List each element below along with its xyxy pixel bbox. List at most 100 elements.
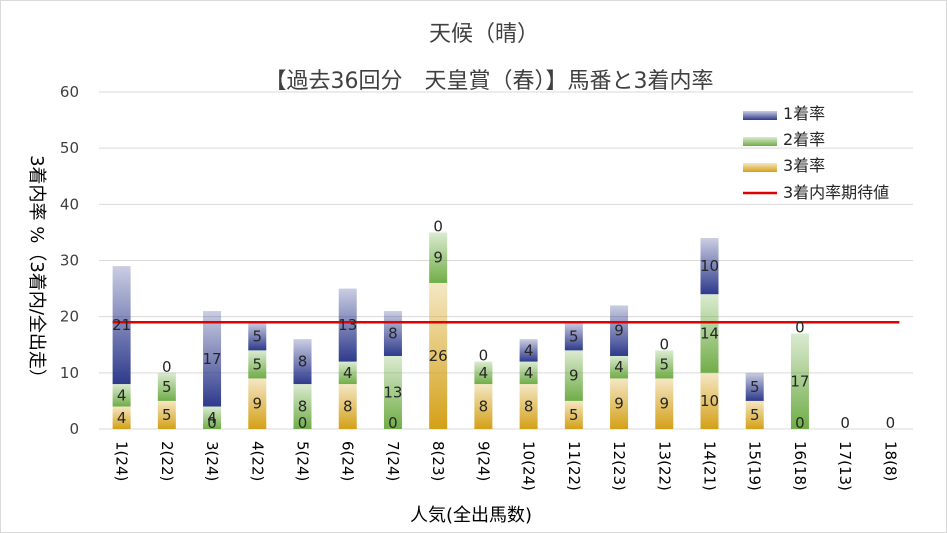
bar-segment [564, 322, 583, 351]
data-label: 5 [253, 355, 263, 373]
bar-segment [519, 361, 538, 385]
bar-segment [655, 378, 674, 429]
data-label: 9 [614, 322, 624, 340]
y-tick-label: 20 [60, 308, 79, 326]
bar-segment [700, 294, 719, 373]
bar-segment [203, 406, 222, 429]
data-label: 0 [795, 414, 805, 432]
data-label: 0 [388, 414, 398, 432]
data-label: 8 [298, 398, 308, 416]
x-tick-label: 3(24) [203, 441, 221, 481]
bar-segment [338, 288, 357, 362]
x-tick-label: 12(23) [610, 441, 628, 491]
data-label: 13 [338, 316, 357, 334]
data-label: 4 [479, 364, 489, 382]
data-labels: 4421550041795508884130138269084084459594… [112, 217, 895, 432]
bar-segment [338, 361, 357, 385]
x-tick-label: 6(24) [339, 441, 357, 481]
x-tick-label: 10(24) [520, 441, 538, 491]
x-tick-label: 16(18) [791, 441, 809, 491]
data-label: 13 [383, 383, 402, 401]
data-label: 0 [479, 347, 489, 365]
data-label: 9 [433, 249, 443, 267]
bar-segment [745, 400, 764, 429]
bar-segment [655, 350, 674, 379]
data-label: 4 [524, 364, 534, 382]
y-tick-label: 10 [60, 364, 79, 382]
bar-segment [157, 400, 176, 429]
data-label: 10 [700, 392, 719, 410]
data-label: 4 [524, 341, 534, 359]
data-label: 9 [660, 395, 670, 413]
bar-segment [429, 232, 448, 283]
data-label: 0 [207, 414, 217, 432]
bar-segment [519, 384, 538, 429]
bar-segment [790, 333, 809, 429]
x-tick-label: 13(22) [655, 441, 673, 491]
x-tick-label: 2(22) [158, 441, 176, 481]
x-tick-label: 4(22) [248, 441, 266, 481]
bar-segment [383, 355, 402, 429]
bars [112, 232, 809, 429]
data-label: 5 [660, 355, 670, 373]
y-tick-label: 50 [60, 139, 79, 157]
data-label: 21 [112, 316, 131, 334]
data-label: 4 [117, 386, 127, 404]
data-label: 17 [790, 372, 809, 390]
x-tick-label: 1(24) [113, 441, 131, 481]
data-label: 5 [253, 327, 263, 345]
data-label: 26 [429, 347, 448, 365]
x-tick-label: 17(13) [836, 441, 854, 491]
data-label: 0 [795, 319, 805, 337]
legend-label: 2着率 [783, 130, 825, 149]
data-label: 8 [388, 325, 398, 343]
x-tick-label: 15(19) [746, 441, 764, 491]
data-label: 17 [203, 350, 222, 368]
y-axis-ticks: 0 10 20 30 40 50 60 [60, 83, 79, 438]
data-label: 5 [162, 378, 172, 396]
x-tick-label: 18(8) [881, 441, 899, 481]
bar-segment [610, 355, 629, 379]
y-tick-label: 60 [60, 83, 79, 101]
bar-segment [203, 311, 222, 407]
bar-segment [112, 406, 131, 429]
data-label: 8 [298, 353, 308, 371]
y-axis-label: 3着内率 %（3着内/全出走） [26, 155, 47, 387]
data-label: 5 [750, 378, 760, 396]
bar-segment [700, 372, 719, 429]
bar-segment [293, 384, 312, 429]
bar-segment [293, 339, 312, 385]
x-tick-label: 5(24) [294, 441, 312, 481]
y-tick-label: 30 [60, 252, 79, 270]
bar-segment [745, 372, 764, 401]
data-label: 4 [207, 409, 217, 427]
data-label: 0 [840, 414, 850, 432]
bar-segment [248, 350, 267, 379]
legend: 1着率 2着率 3着率 3着内率期待値 [743, 104, 889, 202]
data-label: 4 [614, 358, 624, 376]
bar-segment [700, 238, 719, 295]
legend-label: 3着内率期待値 [783, 183, 889, 202]
data-label: 4 [343, 364, 353, 382]
x-tick-label: 8(23) [429, 441, 447, 481]
bar-segment [112, 266, 131, 385]
data-label: 9 [569, 367, 579, 385]
x-axis-ticks: 1(24) 2(22) 3(24) 4(22) 5(24) 6(24) 7(24) 8(23)… [113, 441, 900, 491]
bar-segment [112, 384, 131, 407]
legend-label: 3着率 [783, 156, 825, 175]
x-tick-label: 14(21) [701, 441, 719, 491]
legend-swatch [743, 163, 777, 172]
data-label: 5 [750, 406, 760, 424]
data-label: 0 [162, 358, 172, 376]
gridlines [99, 91, 913, 430]
data-label: 5 [569, 327, 579, 345]
y-tick-label: 0 [69, 420, 79, 438]
data-label: 0 [433, 217, 443, 235]
data-label: 0 [298, 414, 308, 432]
subtitle-background [187, 63, 791, 97]
data-label: 8 [524, 398, 534, 416]
bar-segment [564, 350, 583, 401]
data-label: 14 [700, 325, 719, 343]
